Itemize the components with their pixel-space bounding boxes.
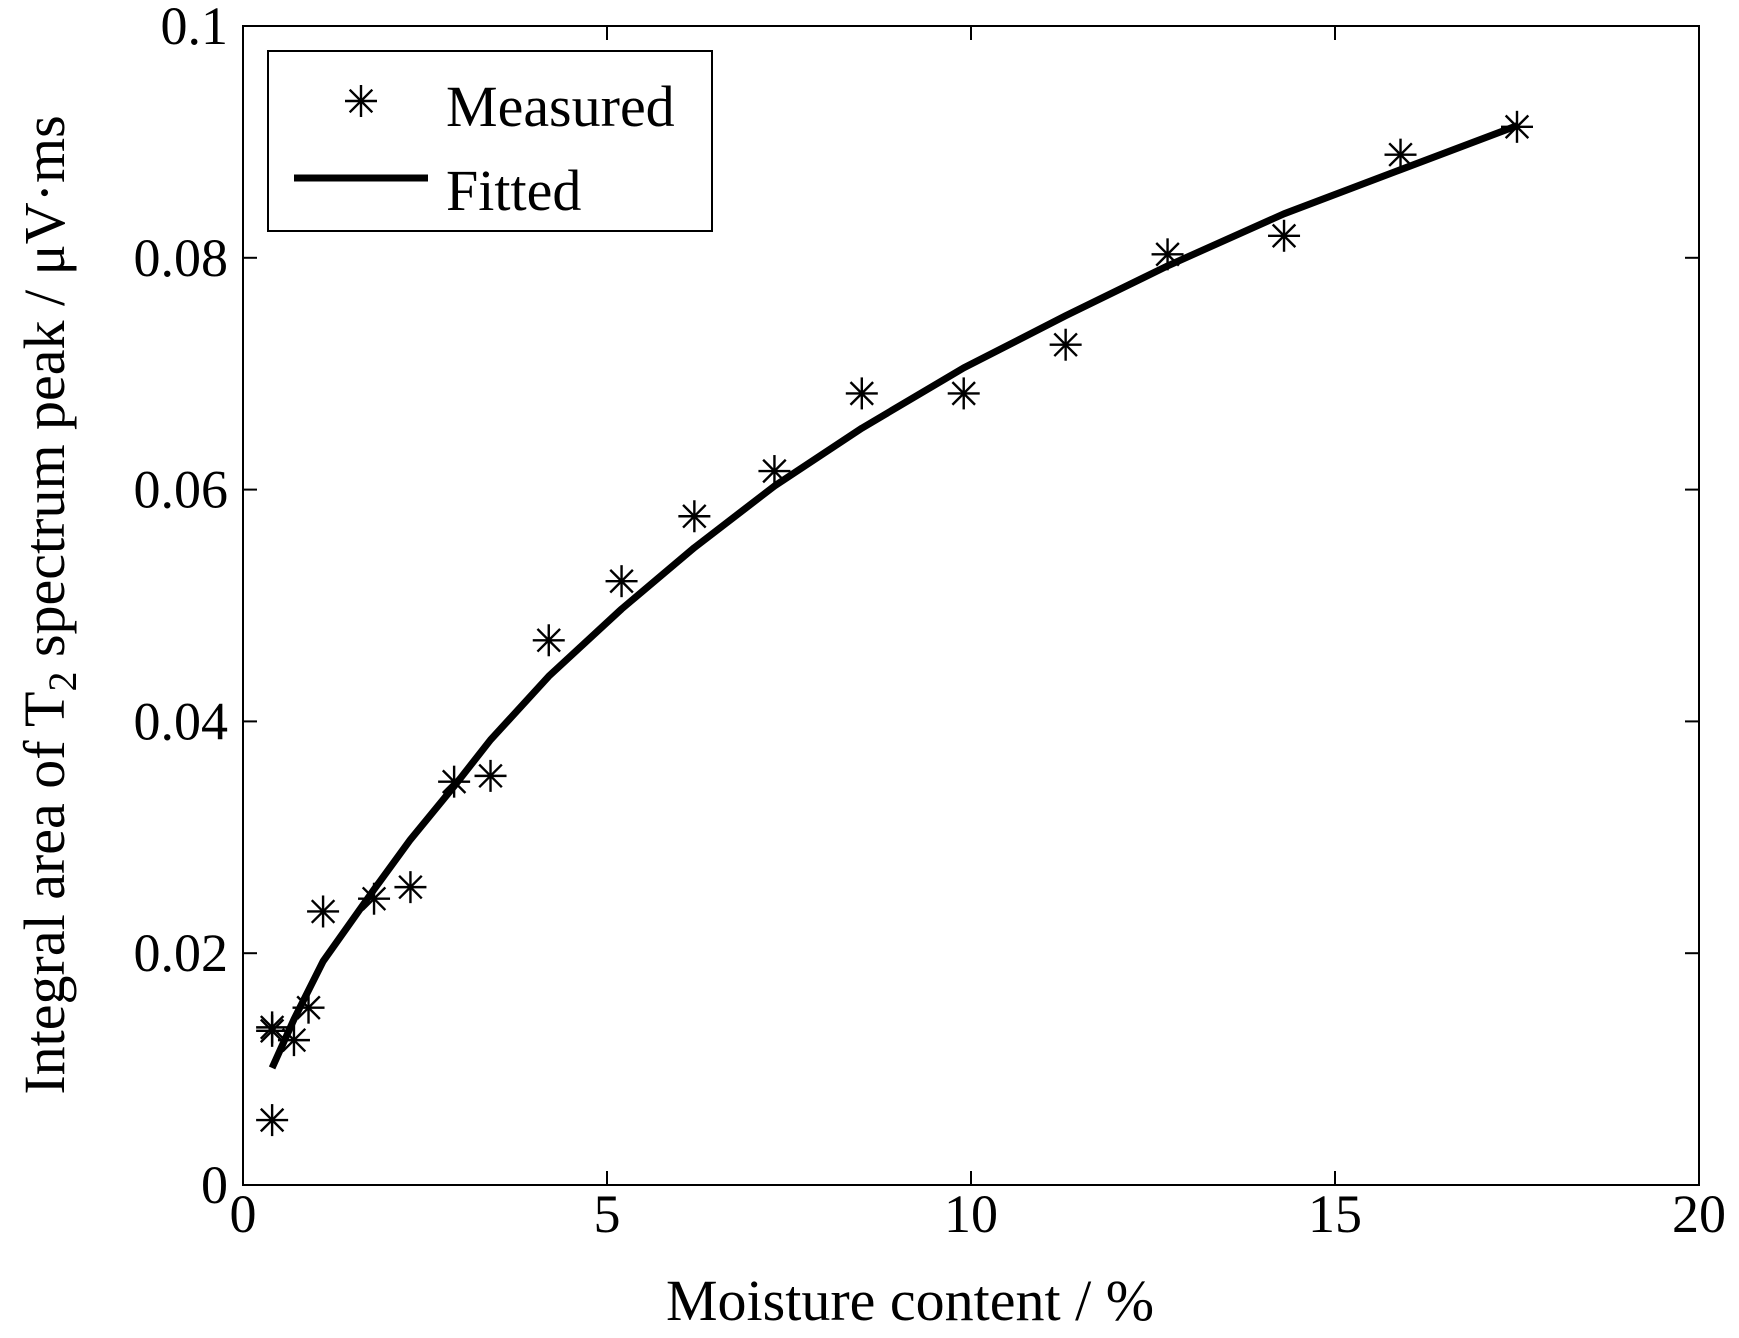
x-tick-label: 15: [1308, 1184, 1362, 1244]
legend-box: [267, 50, 713, 232]
measured-series: [256, 110, 1533, 1137]
y-tick-label: 0.02: [134, 923, 229, 983]
x-axis-label: Moisture content / %: [666, 1268, 1154, 1333]
legend-label-measured: Measured: [446, 74, 675, 139]
x-tick-label: 20: [1672, 1184, 1726, 1244]
measured-point: [1049, 328, 1082, 361]
measured-point: [438, 765, 471, 798]
x-tick-label: 0: [230, 1184, 257, 1244]
measured-point: [1501, 110, 1533, 143]
y-tick-label: 0.1: [161, 0, 229, 56]
measured-point: [474, 759, 507, 792]
fitted-series: [268, 122, 1519, 1070]
measured-point: [947, 377, 980, 410]
y-axis-label-rest: spectrum peak / μV·ms: [12, 115, 77, 671]
measured-point: [256, 1014, 289, 1047]
measured-point: [758, 455, 791, 488]
x-tick-label: 5: [594, 1184, 621, 1244]
y-tick-label: 0.04: [134, 691, 229, 751]
measured-point: [678, 500, 711, 533]
measured-point: [605, 565, 638, 598]
y-axis-label-main: Integral area of T: [12, 692, 77, 1095]
measured-point: [1268, 219, 1301, 252]
measured-point: [1384, 138, 1417, 171]
y-axis-ticks: 0 0.02 0.04 0.06 0.08 0.1: [134, 0, 1699, 1215]
measured-point: [307, 895, 340, 928]
x-axis-ticks: 0 5 10 15 20: [230, 26, 1726, 1244]
measured-point: [292, 991, 325, 1024]
y-tick-label: 0.08: [134, 228, 229, 288]
fitted-line: [268, 122, 1519, 1070]
legend: Measured Fitted: [267, 50, 713, 232]
measured-point: [845, 377, 878, 410]
x-tick-label: 10: [944, 1184, 998, 1244]
measured-point: [256, 1104, 289, 1137]
measured-point: [358, 882, 391, 915]
measured-point: [394, 871, 427, 904]
measured-point: [1151, 238, 1184, 271]
measured-point: [532, 624, 565, 657]
y-tick-label: 0.06: [134, 460, 229, 520]
legend-asterisk-icon: [345, 85, 377, 117]
measured-point: [277, 1024, 310, 1057]
legend-label-fitted: Fitted: [446, 158, 581, 223]
legend-marker-measured: [345, 85, 377, 117]
y-axis-label: Integral area of T2 spectrum peak / μV·m…: [12, 115, 85, 1094]
y-tick-label: 0: [201, 1155, 228, 1215]
y-axis-label-subscript: 2: [40, 672, 85, 692]
